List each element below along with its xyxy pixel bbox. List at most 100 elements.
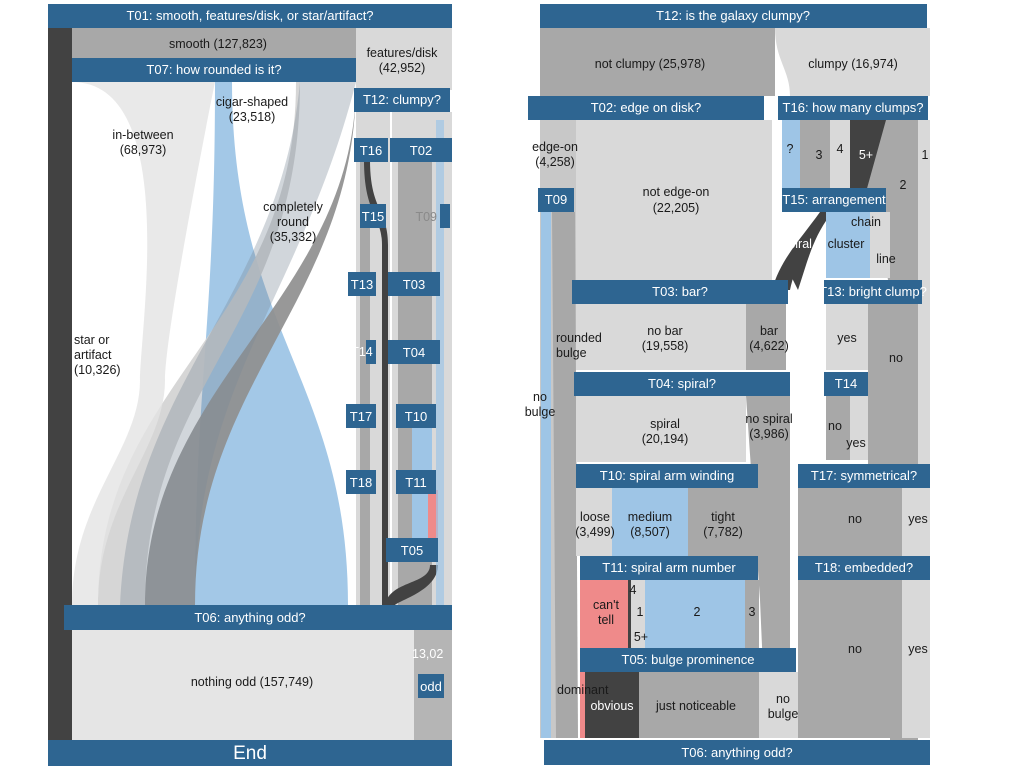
- label-cluster: cluster: [828, 237, 865, 251]
- header-t06-left-text: T06: anything odd?: [194, 610, 305, 625]
- label-no-spiral-1: no spiral: [745, 412, 792, 426]
- header-t13-left-text: T13: [351, 277, 373, 292]
- flow-arm-4: [628, 580, 631, 648]
- header-t04-right: [574, 372, 790, 396]
- header-odd-text: odd: [420, 679, 442, 694]
- header-t09-right-text: T09: [545, 192, 567, 207]
- label-cant-tell-2: tell: [598, 613, 614, 627]
- header-t04-left: [388, 340, 440, 364]
- label-clump-3: 3: [816, 148, 823, 162]
- flow-t05-dark: [385, 565, 438, 605]
- label-round-2: round: [277, 215, 309, 229]
- flow-overlap: [120, 82, 356, 605]
- header-t15-left-text: T15: [362, 209, 384, 224]
- header-t18-right-text: T18: embedded?: [815, 560, 913, 575]
- label-just-noticeable: just noticeable: [655, 699, 736, 713]
- label-t17-yes: yes: [908, 512, 927, 526]
- label-clump-2: 2: [900, 178, 907, 192]
- header-t12-right-text: T12: is the galaxy clumpy?: [656, 8, 810, 23]
- label-cigar-2: (23,518): [229, 110, 276, 124]
- header-t16-left-text: T16: [360, 143, 382, 158]
- header-t02-left-text: T02: [410, 143, 432, 158]
- flow-rounded-bulge: [552, 212, 578, 738]
- label-arm-2: 2: [694, 605, 701, 619]
- label-no-bulge-2: bulge: [525, 405, 556, 419]
- flow-loose: [576, 488, 612, 556]
- label-medium-2: (8,507): [630, 525, 670, 539]
- header-end-text: End: [233, 743, 267, 764]
- label-bar-2: (4,622): [749, 339, 789, 353]
- header-t02-right-text: T02: edge on disk?: [591, 100, 702, 115]
- flow-t18-yes: [902, 580, 930, 738]
- label-nothing-odd: nothing odd (157,749): [191, 675, 313, 689]
- flow-cant-tell: [580, 580, 628, 648]
- label-cigar-1: cigar-shaped: [216, 95, 288, 109]
- flow-t11-red: [428, 490, 438, 540]
- header-t13-left: [348, 272, 376, 296]
- label-tight-1: tight: [711, 510, 735, 524]
- header-t12-right: [540, 4, 927, 28]
- left-panel: T01: smooth, features/disk, or star/arti…: [48, 4, 452, 766]
- flow-not-edge-on: [576, 120, 772, 280]
- header-t16-right-text: T16: how many clumps?: [783, 100, 924, 115]
- header-t01-text: T01: smooth, features/disk, or star/arti…: [126, 8, 373, 23]
- header-t03-right-text: T03: bar?: [652, 284, 708, 299]
- header-t07: [72, 58, 356, 82]
- header-t14-left-text: T14: [351, 345, 373, 359]
- flow-t13-yes: [826, 304, 868, 370]
- label-t17-no: no: [848, 512, 862, 526]
- label-clump-1: 1: [922, 148, 929, 162]
- header-t18-right: [798, 556, 930, 580]
- flow-completely-round: [145, 82, 356, 605]
- header-t14-right: [824, 372, 868, 396]
- flow-tight: [688, 488, 758, 556]
- label-features-disk-2: (42,952): [379, 61, 426, 75]
- label-no-bar-1: no bar: [647, 324, 682, 338]
- header-t15-right: [782, 188, 886, 212]
- label-arm-5: 5+: [634, 630, 648, 644]
- flow-clump-3: [800, 120, 830, 192]
- label-spiral-1: spiral: [650, 417, 680, 431]
- flow-smooth: [72, 28, 356, 58]
- label-in-between-2: (68,973): [120, 143, 167, 157]
- label-t13-yes: yes: [837, 331, 856, 345]
- header-odd: [418, 674, 444, 698]
- label-spiral-2: (20,194): [642, 432, 689, 446]
- label-line: line: [876, 252, 896, 266]
- header-end: [48, 740, 452, 766]
- flow-bar: [746, 304, 786, 370]
- label-edge-on-1: edge-on: [532, 140, 578, 154]
- flow-star-artifact: [48, 28, 72, 740]
- flow-clump-q: [782, 120, 800, 192]
- header-t03-left-text: T03: [403, 277, 425, 292]
- right-panel: T12: is the galaxy clumpy? T02: edge on …: [525, 4, 930, 765]
- flow-spiral-arrangement: [788, 215, 830, 290]
- header-t10-right: [576, 464, 758, 488]
- header-t14-left: [366, 340, 376, 364]
- label-star-3: (10,326): [74, 363, 121, 377]
- flow-spiral: [576, 396, 746, 462]
- header-t03-left: [388, 272, 440, 296]
- flow-arm-1: [631, 580, 645, 648]
- header-t02-right: [528, 96, 764, 120]
- flow-cigar: [98, 82, 300, 605]
- header-t06-left: [64, 605, 452, 630]
- label-arm-1: 1: [637, 605, 644, 619]
- header-t16-right: [778, 96, 928, 120]
- header-t17-left: [346, 404, 376, 428]
- header-t11-right: [580, 556, 758, 580]
- header-t04-right-text: T04: spiral?: [648, 376, 716, 391]
- flow-not-clumpy: [540, 28, 775, 96]
- label-cant-tell-1: can't: [593, 598, 620, 612]
- header-t11-left: [396, 470, 436, 494]
- header-t11-left-text: T11: [405, 475, 426, 490]
- label-no-bar-2: (19,558): [642, 339, 689, 353]
- label-rounded-bulge-1: rounded: [556, 331, 602, 345]
- header-t10-left: [396, 404, 436, 428]
- label-arm-3: 3: [749, 605, 756, 619]
- label-smooth: smooth (127,823): [169, 37, 267, 51]
- label-medium-1: medium: [628, 510, 672, 524]
- label-star-1: star or: [74, 333, 109, 347]
- label-clumpy: clumpy (16,974): [808, 57, 898, 71]
- flow-line: [870, 212, 890, 278]
